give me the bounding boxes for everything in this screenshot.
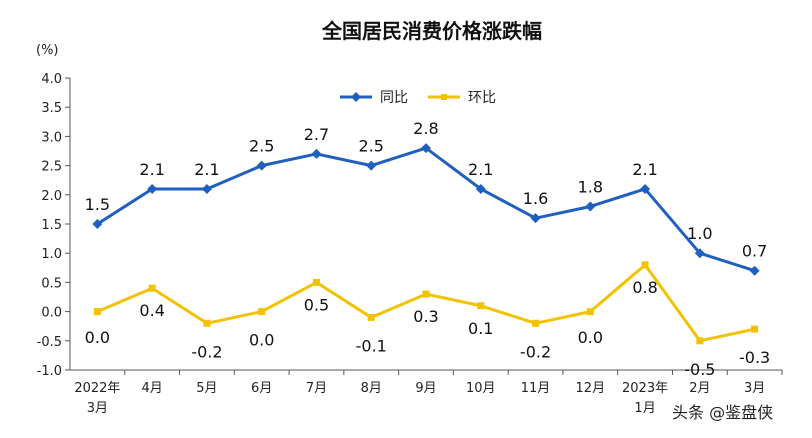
axes: 4.0 3.5 3.0 2.5 2.0 1.5 1.0 0.5 0.0 -0.5 -1.0 2022年…	[37, 72, 783, 416]
data-point-mom	[641, 261, 649, 269]
series-line-mom	[96, 263, 755, 343]
x-tick-label: 3月	[87, 401, 108, 416]
x-tick-label: 11月	[521, 381, 551, 396]
legend-label-yoy: 同比	[380, 90, 408, 106]
data-point-mom	[367, 313, 375, 321]
data-point-mom	[148, 284, 156, 292]
y-tick-label: 0.0	[41, 306, 62, 321]
x-tick-label: 2023年	[622, 381, 668, 396]
y-tick-label: -1.0	[37, 364, 62, 379]
data-point-yoy	[530, 213, 541, 224]
data-point-mom	[477, 302, 485, 310]
legend-marker-mom	[441, 94, 447, 100]
data-point-mom	[312, 278, 320, 286]
data-point-mom	[751, 325, 759, 333]
x-tick-label: 8月	[361, 381, 382, 396]
data-point-yoy	[475, 183, 486, 194]
x-tick-label: 1月	[634, 401, 655, 416]
data-label-mom: -0.2	[520, 342, 551, 361]
data-label-yoy: 2.8	[413, 119, 438, 138]
y-tick-label: 1.5	[41, 218, 62, 233]
data-label-mom: 0.4	[139, 301, 164, 320]
x-tick-label: 3月	[744, 381, 765, 396]
data-label-yoy: 2.5	[249, 137, 274, 156]
series-lines	[92, 143, 760, 345]
data-point-yoy	[256, 160, 267, 171]
chart-title: 全国居民消费价格涨跌幅	[321, 19, 542, 43]
data-point-yoy	[694, 248, 705, 259]
data-label-mom: 0.5	[304, 295, 329, 314]
data-point-yoy	[311, 148, 322, 159]
data-label-yoy: 2.7	[304, 125, 329, 144]
data-label-yoy: 1.6	[523, 189, 548, 208]
data-label-yoy: 2.1	[468, 160, 493, 179]
data-label-mom: -0.5	[684, 360, 715, 379]
data-point-mom	[93, 308, 101, 316]
data-label-yoy: 1.0	[687, 224, 712, 243]
data-label-mom: -0.1	[356, 336, 387, 355]
data-label-yoy: 2.1	[139, 160, 164, 179]
data-point-yoy	[92, 219, 103, 229]
data-point-mom	[203, 319, 211, 327]
y-tick-label: 3.0	[41, 130, 62, 145]
data-point-yoy	[421, 143, 431, 154]
y-tick-label: 3.5	[41, 101, 62, 116]
x-tick-label: 10月	[466, 381, 496, 396]
data-point-yoy	[201, 183, 212, 194]
data-label-mom: 0.8	[632, 278, 657, 297]
data-label-mom: -0.2	[191, 342, 222, 361]
data-point-mom	[422, 290, 430, 298]
legend: 同比 环比	[340, 90, 496, 106]
data-label-mom: 0.0	[578, 328, 603, 347]
data-point-mom	[258, 308, 266, 316]
data-labels: 1.5 2.1 2.1 2.5 2.7 2.5 2.8 2.1 1.6 1.8 2.1 1.0 0.7 0…	[85, 119, 771, 379]
data-label-mom: 0.1	[468, 319, 493, 338]
data-point-mom	[696, 337, 704, 345]
data-point-yoy	[640, 183, 651, 194]
data-point-mom	[586, 308, 594, 316]
x-tick-label: 7月	[306, 381, 327, 396]
x-tick-label: 5月	[196, 381, 217, 396]
x-tick-label: 2022年	[74, 381, 120, 396]
data-label-yoy: 2.5	[359, 137, 384, 156]
data-label-mom: 0.0	[249, 331, 274, 350]
legend-label-mom: 环比	[468, 90, 496, 106]
data-label-mom: 0.0	[85, 328, 110, 347]
y-tick-label: 4.0	[41, 72, 62, 87]
x-tick-label: 6月	[251, 381, 272, 396]
data-label-mom: 0.3	[413, 307, 438, 326]
y-tick-label: 0.5	[41, 276, 62, 291]
y-tick-label: 1.0	[41, 247, 62, 262]
data-point-yoy	[585, 201, 596, 212]
y-unit-label: (%)	[36, 43, 59, 58]
x-tick-label: 12月	[576, 381, 606, 396]
y-tick-label: 2.0	[41, 189, 62, 204]
x-tick-label: 4月	[142, 381, 163, 396]
y-tick-label: -0.5	[37, 335, 62, 350]
legend-marker-yoy	[351, 92, 361, 102]
data-point-yoy	[147, 183, 158, 194]
data-label-yoy: 2.1	[194, 160, 219, 179]
data-point-yoy	[366, 160, 377, 171]
watermark-text: 头条 @鉴盘侠	[672, 403, 773, 422]
y-tick-label: 2.5	[41, 160, 62, 175]
data-label-yoy: 1.5	[85, 195, 110, 214]
data-label-yoy: 2.1	[632, 160, 657, 179]
data-label-mom: -0.3	[739, 348, 770, 367]
x-tick-label: 9月	[415, 381, 436, 396]
x-tick-label: 2月	[689, 381, 710, 396]
data-label-yoy: 1.8	[578, 177, 603, 196]
data-label-yoy: 0.7	[742, 242, 767, 261]
data-point-mom	[532, 319, 540, 327]
data-point-yoy	[749, 265, 760, 276]
